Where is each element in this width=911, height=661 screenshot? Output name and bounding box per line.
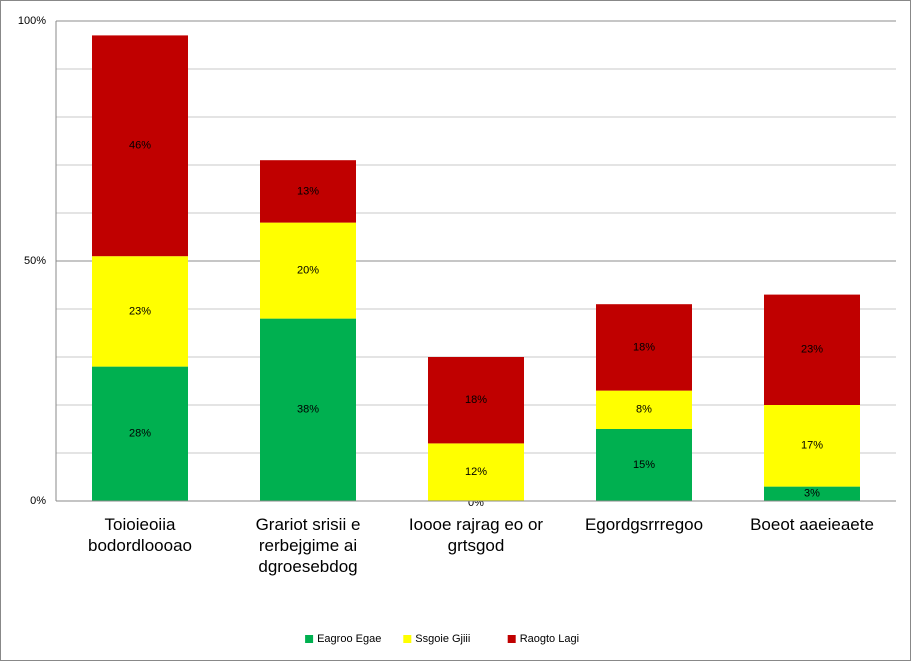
data-label: 46% <box>129 140 151 152</box>
y-tick-label: 50% <box>24 255 46 267</box>
legend-swatch <box>305 635 314 643</box>
x-tick-label: Toioieoiia bodordloooao <box>88 515 192 555</box>
data-label: 12% <box>465 466 487 478</box>
data-label: 23% <box>129 305 151 317</box>
bar-segment <box>764 405 860 487</box>
bar-segment <box>596 390 692 429</box>
bar-segment <box>428 443 524 501</box>
bar-segment <box>260 222 356 319</box>
bar-segment <box>428 357 524 444</box>
legend-swatch <box>507 635 516 643</box>
x-tick-label: Boeot aaeieaete <box>750 515 874 534</box>
bar-segment <box>260 318 356 501</box>
data-label: 38% <box>297 404 319 416</box>
bar-segment <box>260 160 356 223</box>
bar-segment <box>596 429 692 501</box>
data-label: 13% <box>297 185 319 197</box>
data-label: 28% <box>129 428 151 440</box>
x-tick-label: Ioooe rajrag eo or grtsgod <box>408 515 544 555</box>
data-label: 18% <box>633 341 655 353</box>
bar-segment <box>92 256 188 367</box>
legend-label: Eagroo Egae <box>317 633 381 645</box>
bar-segment <box>764 294 860 405</box>
x-tick-label: Grariot srisii e rerbejgime ai dgroesebd… <box>255 515 361 576</box>
bar-segment <box>92 35 188 257</box>
data-label: 8% <box>636 404 652 416</box>
legend-swatch <box>403 635 412 643</box>
legend-label: Ssgoie Gjiii <box>415 633 470 645</box>
bar-segment <box>764 486 860 501</box>
data-label: 15% <box>633 459 655 471</box>
y-tick-label: 0% <box>30 495 46 507</box>
y-tick-label: 100% <box>18 15 46 27</box>
bar-segment <box>92 366 188 501</box>
data-label: 3% <box>804 488 820 500</box>
x-tick-label: Egordgsrrregoo <box>584 515 704 534</box>
bar-segment <box>596 304 692 391</box>
data-label: 20% <box>297 265 319 277</box>
legend-label: Raogto Lagi <box>520 633 579 645</box>
data-label: 17% <box>801 440 823 452</box>
data-label: 18% <box>465 394 487 406</box>
data-label: 23% <box>801 344 823 356</box>
